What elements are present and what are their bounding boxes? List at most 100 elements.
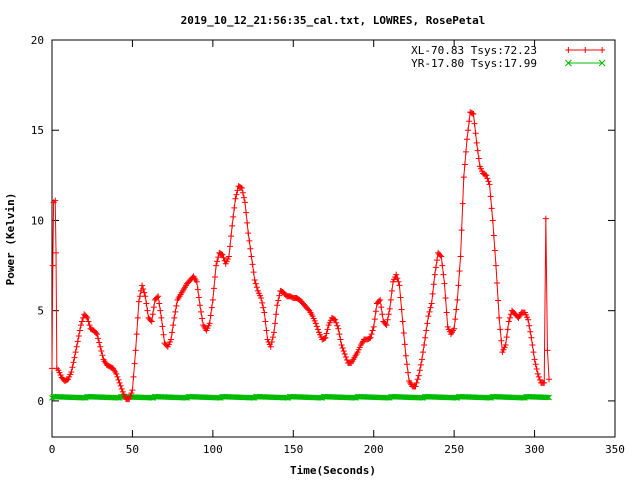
data-point (238, 184, 245, 191)
x-tick-label: 100 (203, 443, 223, 456)
chart-title: 2019_10_12_21:56:35_cal.txt, LOWRES, Ros… (181, 14, 486, 27)
data-point (245, 230, 252, 237)
data-point (232, 195, 239, 202)
data-point (459, 200, 466, 207)
data-point (323, 330, 330, 337)
data-point (262, 318, 269, 325)
data-point (283, 394, 289, 401)
data-point (80, 394, 87, 401)
data-point (144, 307, 151, 314)
data-point (484, 175, 491, 182)
data-point (491, 247, 498, 254)
data-point (422, 334, 429, 341)
data-point (333, 319, 340, 326)
data-point (249, 394, 256, 401)
data-point (458, 227, 465, 234)
data-point (247, 245, 254, 252)
data-point (417, 361, 424, 368)
data-point (428, 300, 435, 307)
x-tick-label: 200 (364, 443, 384, 456)
data-point (215, 394, 222, 401)
data-point (497, 326, 504, 333)
data-point (541, 379, 548, 386)
data-point (117, 382, 124, 389)
y-axis-label: Power (Kelvin) (4, 193, 17, 286)
data-point (251, 277, 258, 284)
data-point (377, 296, 384, 303)
y-tick-label: 5 (37, 305, 44, 318)
data-point (519, 394, 526, 401)
data-point (457, 253, 464, 260)
data-point (263, 327, 270, 334)
data-point (506, 314, 513, 321)
data-point (322, 334, 329, 341)
data-point (384, 394, 391, 401)
data-point (502, 341, 509, 348)
data-point (118, 385, 125, 392)
data-point (405, 369, 412, 376)
data-point (141, 289, 148, 296)
legend: XL-70.83 Tsys:72.23 YR-17.80 Tsys:17.99 (411, 44, 606, 70)
data-point (461, 161, 468, 168)
data-point (156, 300, 163, 307)
data-point (525, 316, 532, 323)
data-point (233, 191, 240, 198)
data-point (489, 217, 496, 224)
data-point (276, 292, 283, 299)
data-point (366, 335, 373, 342)
data-point (234, 187, 241, 194)
data-point (95, 335, 102, 342)
data-point (332, 316, 339, 323)
data-point (425, 313, 432, 320)
data-point (72, 349, 79, 356)
data-point (460, 174, 467, 181)
data-point (148, 318, 155, 325)
data-point (473, 139, 480, 146)
data-point (496, 314, 503, 321)
data-point (505, 318, 512, 325)
data-point (485, 394, 492, 401)
data-point (83, 313, 90, 320)
data-point (210, 285, 217, 292)
data-point (530, 349, 537, 356)
data-point (228, 233, 235, 240)
data-point (388, 287, 395, 294)
data-point (305, 306, 312, 313)
legend-marker (599, 47, 606, 53)
data-point (139, 282, 146, 289)
data-point (171, 314, 178, 321)
data-point (536, 376, 543, 383)
data-point (338, 341, 345, 348)
data-point (415, 372, 422, 379)
data-point (253, 284, 260, 291)
data-point (77, 322, 84, 329)
data-point (342, 353, 349, 360)
data-point (173, 302, 180, 309)
data-point (196, 302, 203, 309)
data-point (369, 327, 376, 334)
data-point (465, 127, 472, 134)
y-tick-label: 0 (37, 395, 44, 408)
data-point (487, 193, 494, 200)
data-point (243, 209, 250, 216)
data-point (546, 394, 552, 401)
data-point (394, 275, 401, 282)
data-point (231, 204, 238, 211)
x-tick-label: 50 (126, 443, 139, 456)
data-point (86, 322, 93, 329)
data-point (312, 320, 319, 327)
data-point (451, 325, 458, 332)
data-point (207, 312, 214, 319)
data-point (483, 172, 490, 179)
data-point (382, 320, 389, 327)
data-point (126, 396, 133, 403)
data-point (143, 300, 150, 307)
data-point (140, 286, 147, 293)
x-tick-label: 300 (525, 443, 545, 456)
data-point (429, 290, 436, 297)
data-point (336, 331, 343, 338)
data-point (529, 341, 536, 348)
data-point (249, 261, 256, 268)
data-point (430, 281, 437, 288)
